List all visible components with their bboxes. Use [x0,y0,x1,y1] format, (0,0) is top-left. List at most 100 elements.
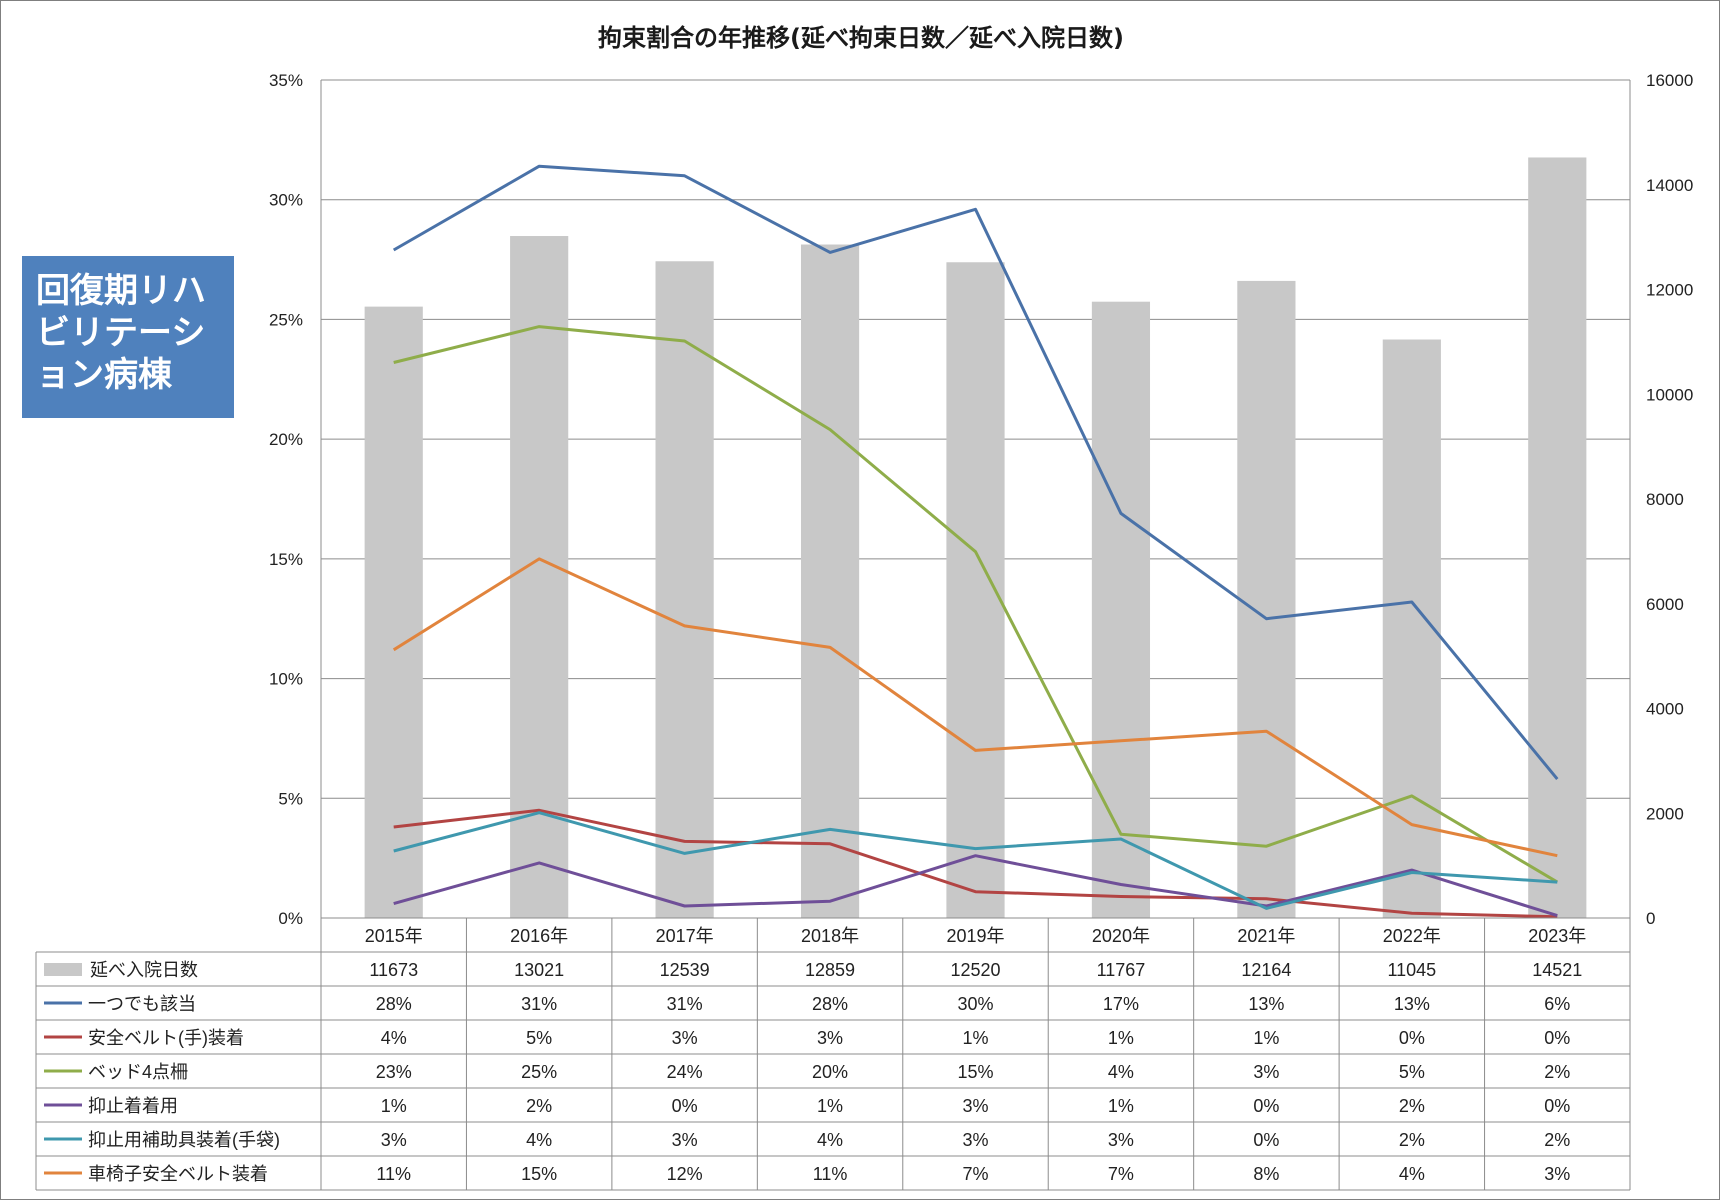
y-right-tick-label: 16000 [1646,71,1693,90]
data-cell: 4% [381,1028,407,1048]
data-cell: 31% [521,994,557,1014]
data-cell: 20% [812,1062,848,1082]
data-cell: 2% [1544,1130,1570,1150]
data-cell: 0% [1253,1130,1279,1150]
data-cell: 0% [1399,1028,1425,1048]
data-cell: 11045 [1387,960,1436,980]
bar-layer [364,157,1587,919]
data-cell: 12164 [1241,960,1291,980]
data-cell: 1% [1253,1028,1279,1048]
data-cell: 4% [526,1130,552,1150]
legend-label: 車椅子安全ベルト装着 [88,1164,268,1184]
chart-title: 拘束割合の年推移(延べ拘束日数／延べ入院日数) [598,24,1124,52]
y-right-tick-label: 10000 [1646,385,1693,404]
ward-label: 回復期リハビリテーション病棟 [22,256,234,418]
data-cell: 2% [1399,1096,1425,1116]
y-right-tick-label: 8000 [1646,490,1684,509]
data-cell: 4% [1108,1062,1134,1082]
data-cell: 7% [962,1164,988,1184]
data-cell: 1% [962,1028,988,1048]
y-right-tick-label: 14000 [1646,176,1693,195]
series-line-2 [393,808,1558,919]
data-cell: 5% [1399,1062,1425,1082]
data-cell: 2% [1399,1130,1425,1150]
y-left-tick-label: 30% [269,191,303,210]
data-cell: 15% [957,1062,993,1082]
data-cell: 11% [376,1164,411,1184]
data-cell: 17% [1103,994,1139,1014]
legend-label: ベッド4点柵 [88,1062,188,1082]
axis-layer: 0% 5% 10% 15% 20% 25% 30% 35% 0 2000 4000 6000 8000 1… [269,71,1693,928]
data-cell: 4% [1399,1164,1425,1184]
data-cell: 4% [817,1130,843,1150]
data-cell: 3% [672,1130,698,1150]
data-cell: 3% [817,1028,843,1048]
data-cell: 12% [667,1164,703,1184]
data-cell: 0% [672,1096,698,1116]
data-cell: 30% [957,994,993,1014]
y-right-tick-label: 4000 [1646,700,1684,719]
series-line-5 [393,811,1558,910]
data-cell: 6% [1544,994,1570,1014]
bar [1237,280,1296,918]
y-right-tick-label: 0 [1646,909,1655,928]
data-cell: 0% [1544,1096,1570,1116]
data-cell: 0% [1253,1096,1279,1116]
data-cell: 13% [1394,994,1430,1014]
data-cell: 0% [1544,1028,1570,1048]
data-cell: 23% [376,1062,412,1082]
data-cell: 2% [526,1096,552,1116]
data-cell: 31% [667,994,703,1014]
data-cell: 1% [1108,1096,1134,1116]
y-left-tick-label: 35% [269,71,303,90]
y-right-tick-label: 2000 [1646,804,1684,823]
data-cell: 5% [526,1028,552,1048]
data-table: 2015年 2016年 2017年 2018年 2019年 2020年 2021年 2022年… [35,918,1631,1191]
data-cell: 3% [962,1096,988,1116]
x-tick-label: 2020年 [1092,926,1150,946]
x-tick-label: 2018年 [801,926,859,946]
data-cell: 3% [672,1028,698,1048]
y-right-tick-label: 12000 [1646,281,1693,300]
data-cell: 1% [381,1096,407,1116]
bar [510,236,569,918]
series-line-1 [392,164,1559,781]
x-tick-label: 2021年 [1237,926,1295,946]
data-cell: 8% [1253,1164,1279,1184]
data-cell: 14521 [1532,960,1582,980]
data-cell: 11673 [369,960,418,980]
data-cell: 24% [667,1062,703,1082]
line-layer [392,164,1559,919]
legend-label: 一つでも該当 [88,994,196,1014]
legend-label: 抑止用補助具装着(手袋) [88,1130,280,1150]
data-cell: 1% [817,1096,843,1116]
data-cell: 3% [1544,1164,1570,1184]
y-left-tick-label: 5% [278,789,303,808]
data-cell: 12539 [660,960,710,980]
bar [1382,339,1441,918]
legend-label: 抑止着着用 [88,1096,178,1116]
data-cell: 2% [1544,1062,1570,1082]
x-tick-label: 2022年 [1383,926,1441,946]
bar [800,244,860,918]
data-cell: 12520 [950,960,1000,980]
data-cell: 3% [962,1130,988,1150]
legend-label: 安全ベルト(手)装着 [88,1028,244,1048]
data-cell: 25% [521,1062,557,1082]
y-right-tick-label: 6000 [1646,595,1684,614]
data-cell: 3% [1108,1130,1134,1150]
data-cell: 13021 [514,960,564,980]
x-tick-label: 2015年 [365,926,423,946]
x-tick-label: 2019年 [946,926,1004,946]
data-cell: 28% [812,994,848,1014]
data-cell: 28% [376,994,412,1014]
bar [1528,157,1587,918]
data-cell: 12859 [805,960,855,980]
x-tick-label: 2016年 [510,926,568,946]
y-left-tick-label: 10% [269,670,303,689]
data-cell: 11% [813,1164,848,1184]
data-cell: 13% [1248,994,1284,1014]
data-cell: 11767 [1097,960,1146,980]
y-left-tick-label: 0% [278,909,303,928]
